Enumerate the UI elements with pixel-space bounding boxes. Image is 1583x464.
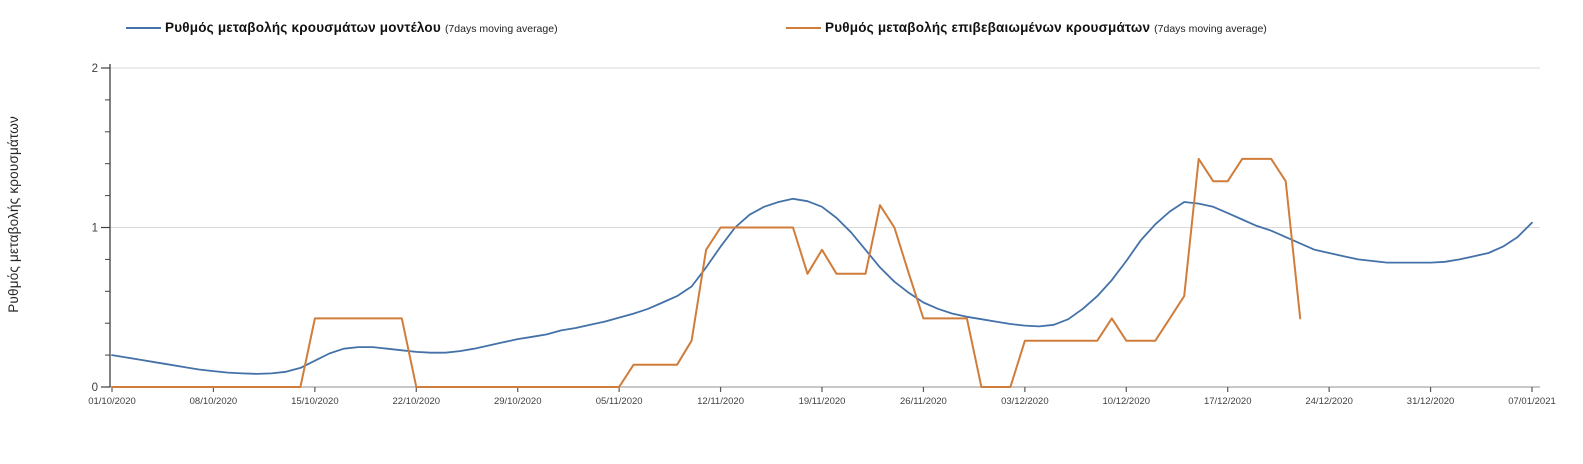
legend-suffix-model: (7days moving average) xyxy=(444,22,558,35)
x-tick-label: 08/10/2020 xyxy=(190,396,238,407)
x-tick-label: 22/10/2020 xyxy=(393,396,441,407)
legend-label-model: Ρυθμός μεταβολής κρουσμάτων μοντέλου xyxy=(165,20,441,35)
x-tick-label: 26/11/2020 xyxy=(900,396,947,407)
x-tick-label: 01/10/2020 xyxy=(88,396,136,407)
x-tick-label: 10/12/2020 xyxy=(1103,396,1151,407)
x-tick-label: 29/10/2020 xyxy=(494,396,542,407)
x-tick-label: 31/12/2020 xyxy=(1407,396,1455,407)
series-line-confirmed xyxy=(111,157,1302,388)
x-tick-label: 15/10/2020 xyxy=(291,396,339,407)
legend-entry-model: Ρυθμός μεταβολής κρουσμάτων μοντέλου (7d… xyxy=(126,20,558,35)
y-tick-label: 0 xyxy=(92,382,98,394)
confirmed-line-swatch-icon xyxy=(786,26,821,29)
x-tick-label: 17/12/2020 xyxy=(1204,396,1252,407)
y-tick-label: 2 xyxy=(92,63,98,75)
series-line-model xyxy=(111,197,1533,375)
model-line-swatch-icon xyxy=(126,26,161,29)
x-tick-label: 24/12/2020 xyxy=(1305,396,1353,407)
chart-legend: Ρυθμός μεταβολής κρουσμάτων μοντέλου (7d… xyxy=(0,20,1583,44)
legend-entry-confirmed: Ρυθμός μεταβολής επιβεβαιωμένων κρουσμάτ… xyxy=(786,20,1267,35)
legend-label-confirmed: Ρυθμός μεταβολής επιβεβαιωμένων κρουσμάτ… xyxy=(825,20,1151,35)
x-tick-label: 03/12/2020 xyxy=(1001,396,1049,407)
legend-suffix-confirmed: (7days moving average) xyxy=(1154,22,1267,35)
x-tick-label: 19/11/2020 xyxy=(799,396,846,407)
x-tick-label: 05/11/2020 xyxy=(596,396,643,407)
x-tick-label: 07/01/2021 xyxy=(1508,396,1556,407)
x-tick-label: 12/11/2020 xyxy=(697,396,744,407)
y-axis-title: Ρυθμός μεταβολής κρουσμάτων xyxy=(6,116,21,313)
y-tick-label: 1 xyxy=(92,223,98,235)
